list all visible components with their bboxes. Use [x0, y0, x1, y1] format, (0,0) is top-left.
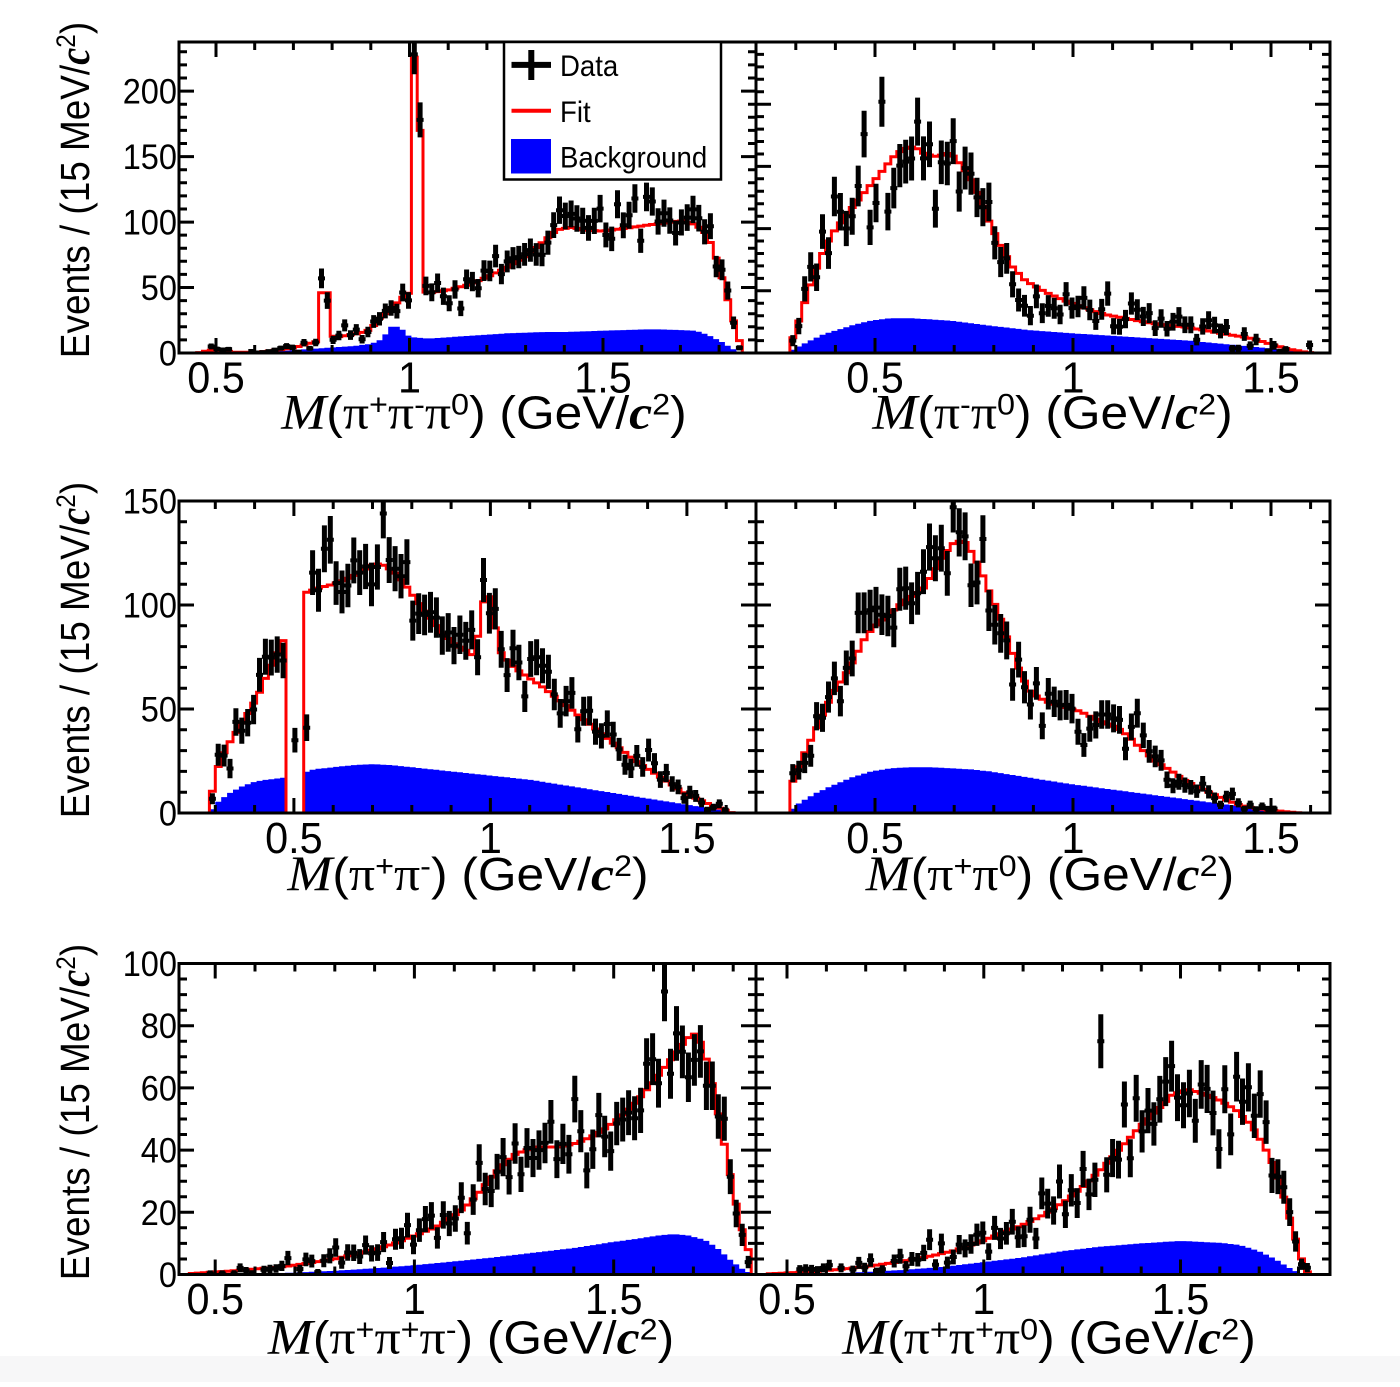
svg-text:1.5: 1.5	[658, 814, 715, 863]
svg-text:1.5: 1.5	[1242, 814, 1299, 863]
svg-text:M(π+​π0​) (GeV/c2​): M(π+​π0​) (GeV/c2​)	[865, 847, 1235, 902]
svg-text:1.5: 1.5	[574, 353, 631, 402]
svg-text:Events / (15 MeV/c2​): Events / (15 MeV/c2​)	[51, 944, 98, 1280]
svg-text:0.5: 0.5	[846, 353, 903, 402]
svg-text:M(π+​π-​π0​) (GeV/c2​): M(π+​π-​π0​) (GeV/c2​)	[280, 385, 686, 440]
svg-text:0: 0	[159, 794, 177, 833]
svg-text:M(π+​π-​) (GeV/c2​): M(π+​π-​) (GeV/c2​)	[286, 847, 648, 902]
svg-text:40: 40	[141, 1132, 177, 1171]
svg-text:150: 150	[123, 138, 177, 177]
svg-text:M(π+​π+​π-​) (GeV/c2​): M(π+​π+​π-​) (GeV/c2​)	[267, 1310, 674, 1365]
svg-text:1.5: 1.5	[585, 1275, 642, 1324]
svg-text:Events / (15 MeV/c2​): Events / (15 MeV/c2​)	[51, 482, 98, 818]
svg-text:1: 1	[398, 353, 421, 402]
svg-text:0.5: 0.5	[187, 353, 244, 402]
svg-text:M(π+​π+​π0​) (GeV/c2​): M(π+​π+​π0​) (GeV/c2​)	[841, 1310, 1256, 1365]
svg-text:60: 60	[141, 1069, 177, 1108]
svg-text:1.5: 1.5	[1152, 1275, 1209, 1324]
svg-text:M(π-​π0​) (GeV/c2​): M(π-​π0​) (GeV/c2​)	[871, 385, 1232, 440]
svg-text:100: 100	[123, 586, 177, 625]
svg-text:100: 100	[123, 204, 177, 243]
svg-text:Fit: Fit	[560, 96, 591, 129]
svg-text:150: 150	[123, 482, 177, 521]
svg-text:80: 80	[141, 1007, 177, 1046]
svg-text:0: 0	[159, 1256, 177, 1295]
svg-text:200: 200	[123, 73, 177, 112]
svg-text:0.5: 0.5	[186, 1275, 243, 1324]
svg-text:0.5: 0.5	[265, 814, 322, 863]
svg-text:1: 1	[1061, 353, 1084, 402]
svg-text:Background: Background	[560, 142, 707, 175]
svg-text:Events / (15 MeV/c2​): Events / (15 MeV/c2​)	[51, 22, 98, 358]
svg-text:1: 1	[403, 1275, 426, 1324]
svg-text:1: 1	[1061, 814, 1084, 863]
svg-text:50: 50	[141, 269, 177, 308]
svg-text:1: 1	[479, 814, 502, 863]
svg-text:100: 100	[123, 945, 177, 984]
svg-text:1.5: 1.5	[1242, 353, 1299, 402]
svg-text:1: 1	[972, 1275, 995, 1324]
svg-text:0: 0	[159, 334, 177, 373]
svg-text:0.5: 0.5	[846, 814, 903, 863]
svg-text:20: 20	[141, 1194, 177, 1233]
svg-text:Data: Data	[560, 50, 619, 83]
svg-text:0.5: 0.5	[758, 1275, 815, 1324]
svg-text:50: 50	[141, 690, 177, 729]
